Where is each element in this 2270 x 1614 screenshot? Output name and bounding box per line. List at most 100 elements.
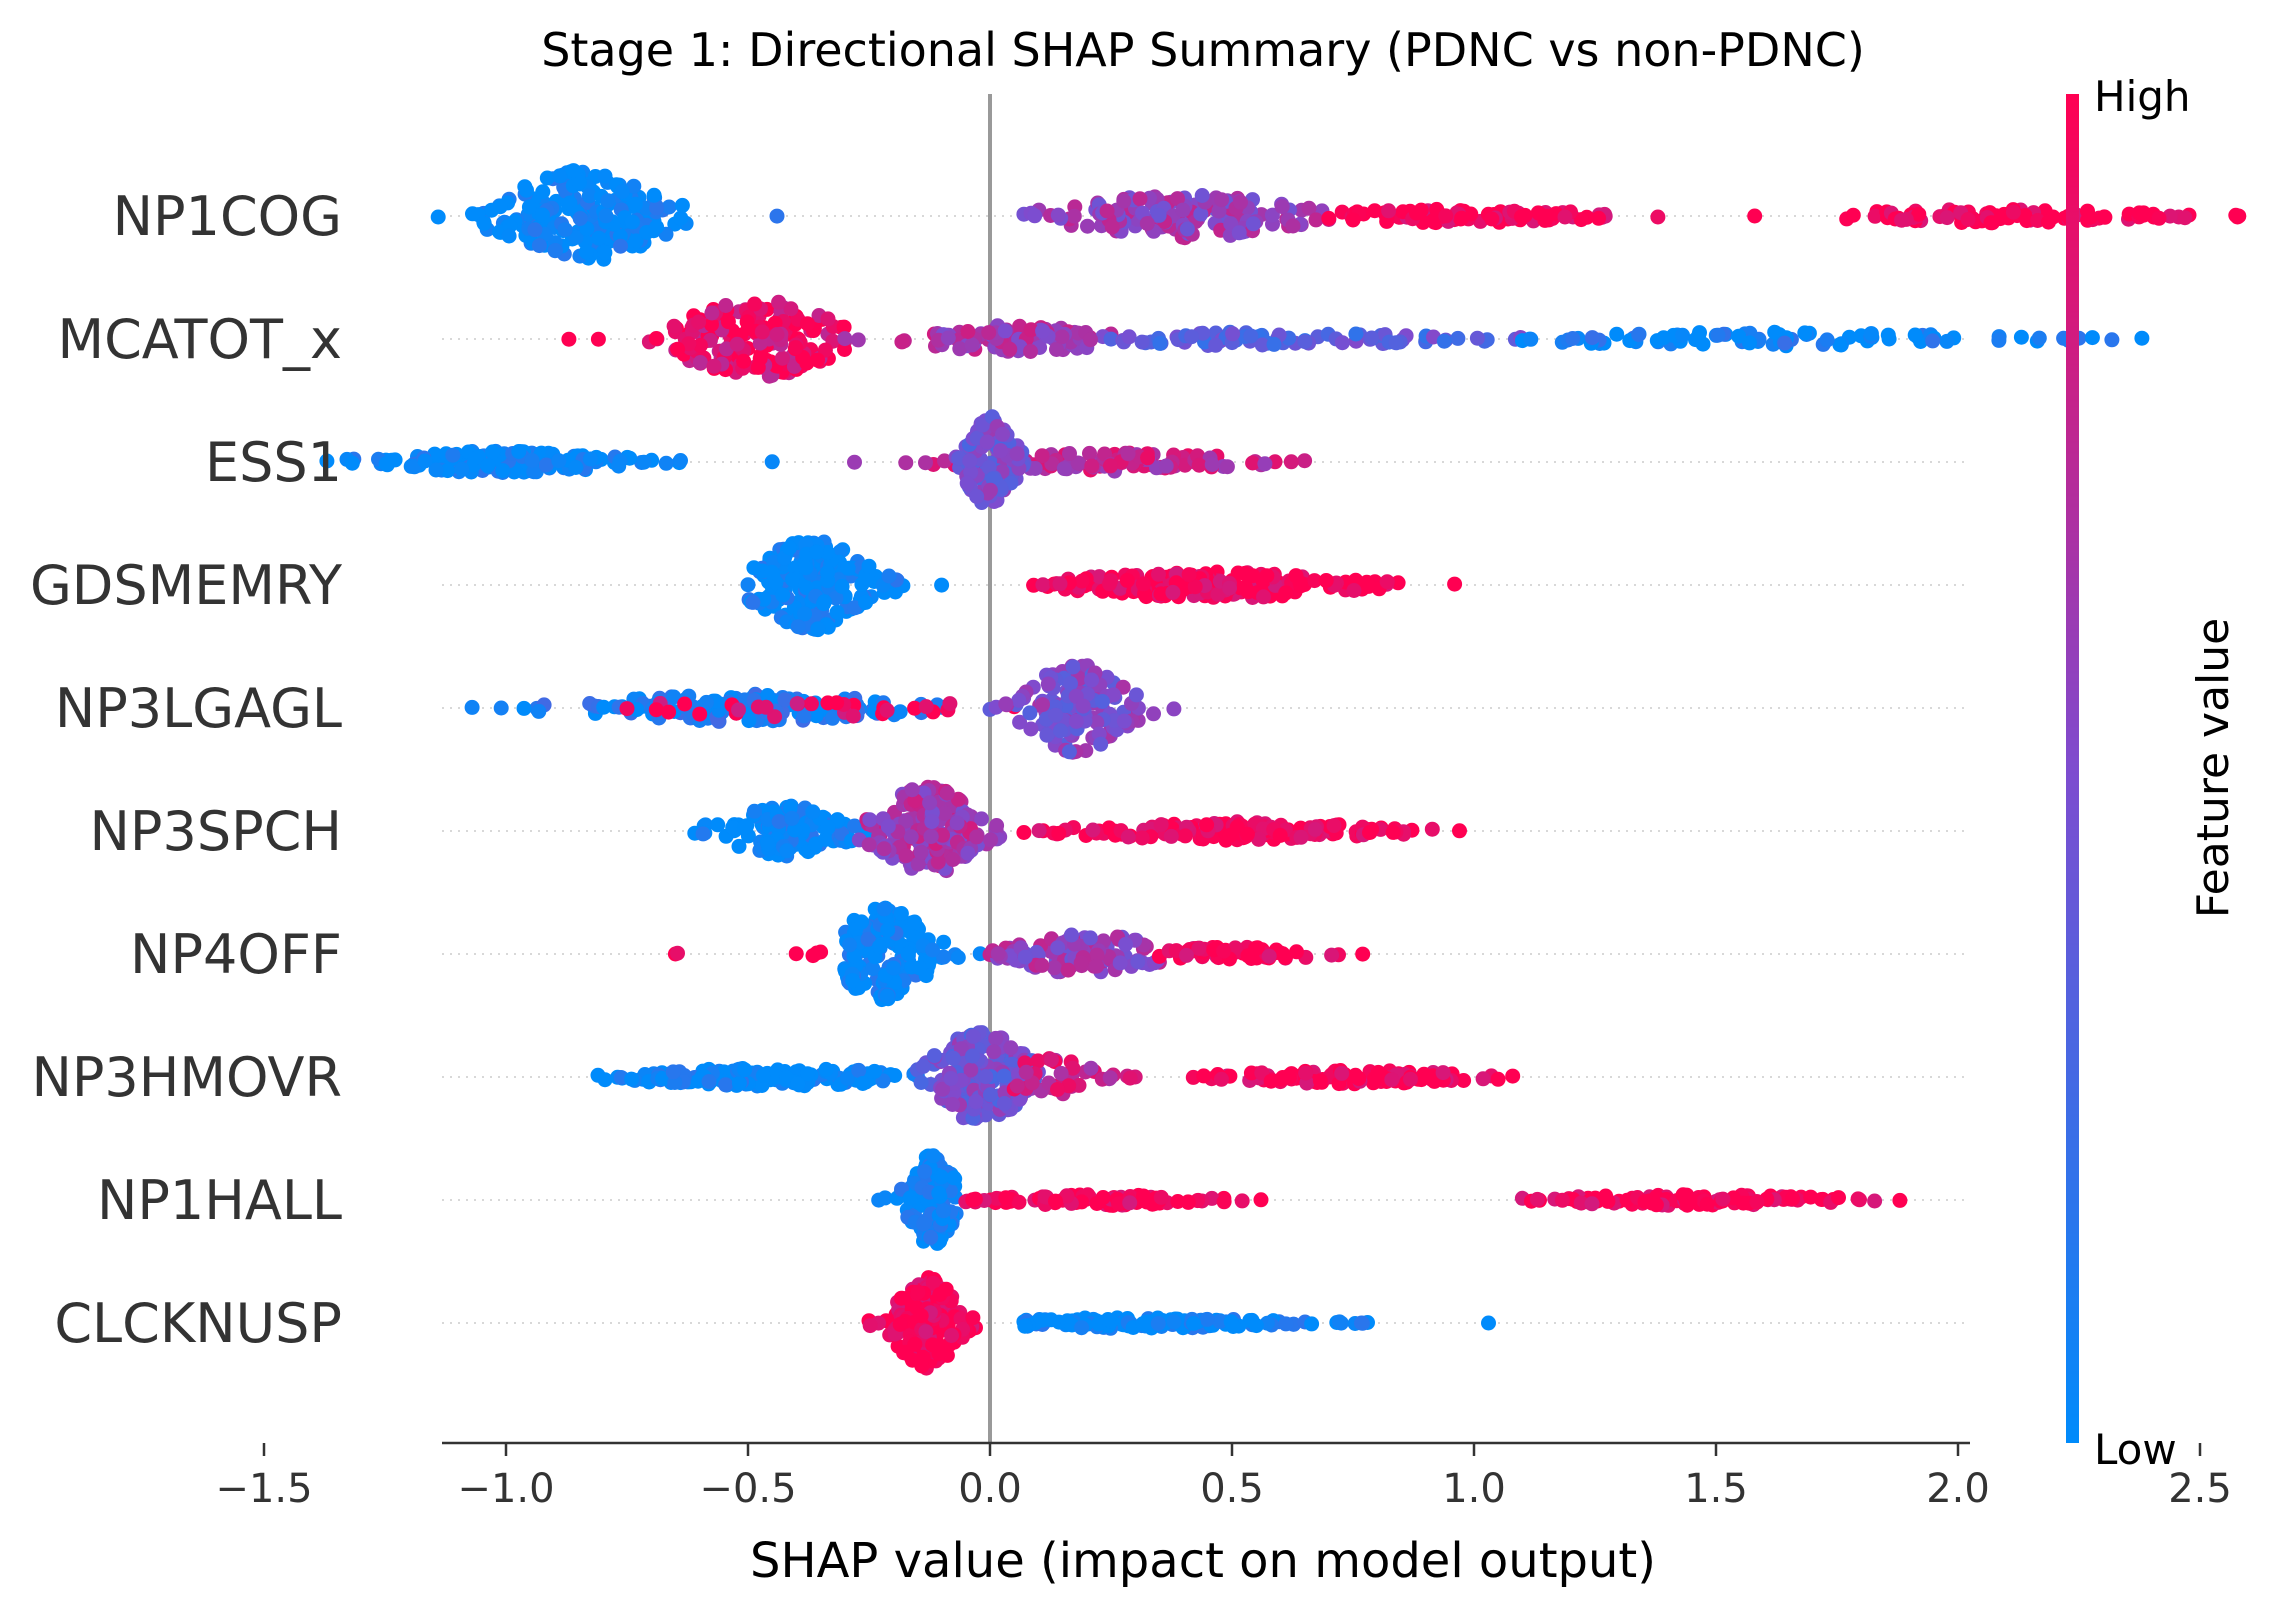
shap-point	[1048, 1193, 1063, 1209]
shap-point	[614, 184, 630, 200]
shap-point	[526, 464, 542, 480]
shap-point	[1278, 585, 1294, 601]
shap-point	[440, 463, 456, 479]
shap-point	[982, 482, 998, 498]
shap-point	[1307, 822, 1323, 837]
shap-point	[931, 1346, 947, 1362]
shap-point	[1153, 817, 1169, 833]
shap-point	[764, 564, 780, 580]
shap-point	[950, 950, 966, 965]
shap-point	[1960, 212, 1976, 227]
shap-point	[1385, 824, 1401, 840]
shap-point	[1065, 1060, 1081, 1076]
shap-point	[834, 578, 850, 594]
shap-point	[1490, 1071, 1506, 1087]
shap-point	[1278, 1316, 1294, 1332]
shap-point	[978, 1069, 994, 1085]
shap-point	[898, 848, 914, 864]
shap-point	[658, 455, 674, 471]
shap-point	[769, 208, 785, 224]
shap-point	[624, 214, 640, 230]
shap-point	[1214, 192, 1230, 208]
shap-point	[816, 596, 832, 612]
shap-point	[850, 332, 866, 348]
shap-point	[493, 700, 509, 716]
shap-point	[581, 188, 597, 204]
shap-point	[902, 1190, 918, 1206]
shap-point	[1093, 736, 1109, 752]
shap-point	[865, 961, 881, 977]
shap-point	[1051, 825, 1067, 841]
shap-point	[912, 960, 928, 976]
shap-point	[925, 1148, 941, 1164]
shap-point	[969, 489, 985, 504]
shap-point	[965, 1048, 980, 1064]
shap-point	[829, 604, 845, 620]
shap-point	[854, 914, 869, 930]
shap-point	[1557, 209, 1573, 225]
shap-point	[1324, 947, 1340, 963]
shap-point	[858, 594, 874, 610]
shap-point	[1346, 583, 1362, 598]
shap-point	[913, 1308, 929, 1324]
shap-point	[842, 937, 857, 953]
shap-point	[1023, 344, 1038, 359]
shap-point	[1111, 1196, 1127, 1212]
shap-point	[746, 560, 762, 576]
x-axis-ticks: −1.5 −1.0 −0.5 0.0 0.5 1.0 1.5 2.0 2.5	[215, 1443, 2232, 1512]
shap-point	[1216, 943, 1232, 959]
shap-point	[1152, 335, 1168, 351]
shap-point	[1318, 573, 1334, 588]
shap-point	[1056, 461, 1072, 477]
shap-point	[829, 695, 845, 711]
shap-point	[1650, 209, 1666, 225]
shap-point	[695, 826, 711, 842]
shap-point	[1452, 823, 1467, 839]
shap-point	[1035, 697, 1050, 713]
shap-point	[2017, 208, 2033, 223]
shap-point	[1030, 1053, 1046, 1069]
shap-point	[1083, 1060, 1099, 1076]
shap-point	[837, 342, 852, 357]
shap-point	[1907, 327, 1923, 343]
shap-point	[1984, 215, 2000, 231]
shap-point	[516, 700, 532, 716]
shap-point	[898, 813, 914, 829]
shap-point	[480, 458, 496, 474]
shap-point	[962, 453, 978, 469]
shap-point	[1297, 453, 1313, 469]
shap-point	[665, 1064, 681, 1080]
shap-point	[750, 359, 766, 375]
shap-point	[959, 475, 975, 491]
shap-point	[1074, 1320, 1090, 1336]
shap-point	[893, 1290, 909, 1306]
shap-point	[758, 699, 774, 715]
shap-point	[1409, 205, 1424, 221]
shap-point	[571, 175, 587, 190]
shap-point	[1682, 1193, 1698, 1209]
shap-point	[877, 1190, 893, 1206]
shap-point	[692, 337, 708, 353]
x-axis-label: SHAP value (impact on model output)	[750, 1533, 1656, 1589]
shap-point	[677, 696, 693, 712]
shap-point	[628, 233, 644, 249]
shap-point	[527, 222, 543, 238]
shap-point	[936, 949, 952, 965]
shap-point	[1170, 191, 1185, 207]
shap-point	[945, 852, 961, 867]
shap-point	[993, 443, 1008, 459]
shap-point	[1134, 830, 1150, 846]
shap-point	[1852, 1192, 1867, 1208]
shap-point	[1080, 218, 1095, 234]
shap-point	[1073, 955, 1089, 971]
shap-point	[731, 702, 746, 718]
shap-point	[1447, 576, 1463, 592]
shap-point	[1011, 692, 1027, 708]
shap-point	[1438, 208, 1454, 224]
shap-point	[1135, 1316, 1151, 1332]
colorbar-high-label: High	[2094, 72, 2191, 121]
shap-point	[963, 1062, 979, 1078]
shap-point	[501, 228, 517, 244]
shap-point	[1119, 572, 1135, 588]
shap-point	[1598, 1188, 1614, 1204]
